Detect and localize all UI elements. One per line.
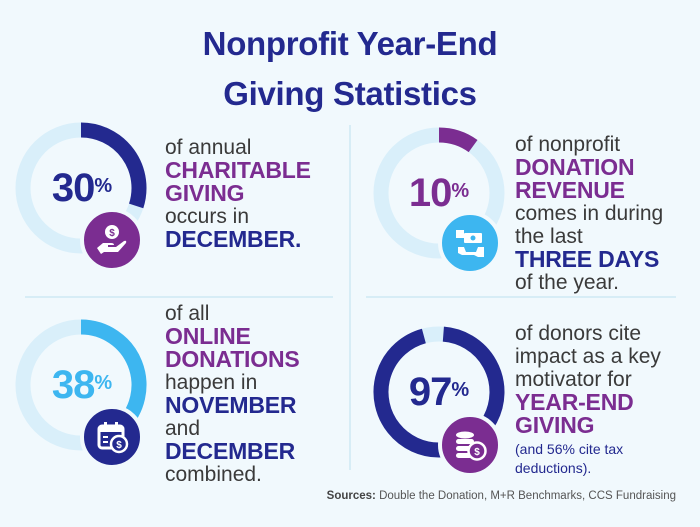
ring-arc [438,127,478,153]
desc-line: the last [515,225,583,248]
percent-sign: % [94,372,113,394]
desc-line: impact as a key [515,345,661,368]
stat-description: of donors cite impact as a key motivator… [515,322,661,478]
desc-highlight: DONATION [515,154,635,180]
percent-sign: % [451,379,470,401]
desc-highlight: CHARITABLE [165,157,311,183]
desc-highlight: GIVING [165,180,245,206]
stat-percentage: 97% [379,372,499,412]
desc-footnote: (and 56% cite tax [515,441,624,457]
horizontal-divider-left [25,296,333,298]
svg-text:$: $ [116,440,122,451]
desc-line: of nonprofit [515,133,621,156]
percent-sign: % [451,180,470,202]
sources-label: Sources: [326,490,376,502]
desc-line: and [165,417,201,440]
desc-line: combined. [165,463,262,486]
desc-line: of all [165,302,210,325]
ring-arc [80,122,147,209]
stat-percentage: 38% [22,365,142,405]
stat-percentage: 10% [379,173,499,213]
desc-line: motivator for [515,368,632,391]
coin-stack-icon: $ [438,413,502,477]
desc-line: occurs in [165,205,250,228]
page-title-line-1: Nonprofit Year-End [202,25,498,62]
svg-text:$: $ [474,447,480,458]
calendar-dollar-icon: $ [80,405,144,469]
desc-line: of annual [165,136,252,159]
desc-line: happen in [165,371,258,394]
stat-value: 30 [51,166,95,210]
desc-emphasis: NOVEMBER [165,392,297,418]
desc-highlight: REVENUE [515,177,625,203]
stat-value: 10 [408,171,452,215]
desc-emphasis: DECEMBER [165,438,296,464]
cash-hand-icon [438,211,502,275]
stat-description: of nonprofit DONATION REVENUE comes in d… [515,133,663,294]
desc-line: of donors cite [515,322,642,345]
stat-value: 97 [408,370,452,414]
sources-text: Double the Donation, M+R Benchmarks, CCS… [375,490,676,502]
sources-credit: Sources: Double the Donation, M+R Benchm… [327,490,676,502]
desc-highlight: GIVING [515,412,595,438]
desc-footnote: deductions). [515,460,592,476]
stat-description: of all ONLINE DONATIONS happen in NOVEMB… [165,302,300,486]
stat-percentage: 30% [22,168,142,208]
page-title-line-2: Giving Statistics [223,75,477,112]
stat-value: 38 [51,363,95,407]
stat-description: of annual CHARITABLE GIVING occurs in DE… [165,136,311,251]
vertical-divider [349,125,351,470]
percent-sign: % [94,175,113,197]
desc-line: comes in during [515,202,664,225]
desc-highlight: DONATIONS [165,346,300,372]
desc-highlight: ONLINE [165,323,251,349]
desc-highlight: YEAR-END [515,389,634,415]
desc-emphasis: THREE DAYS [515,246,660,272]
desc-line: of the year. [515,271,619,294]
desc-emphasis: DECEMBER. [165,226,302,252]
horizontal-divider-right [366,296,676,298]
svg-text:$: $ [109,228,115,239]
hand-holding-coin-icon: $ [80,208,144,272]
